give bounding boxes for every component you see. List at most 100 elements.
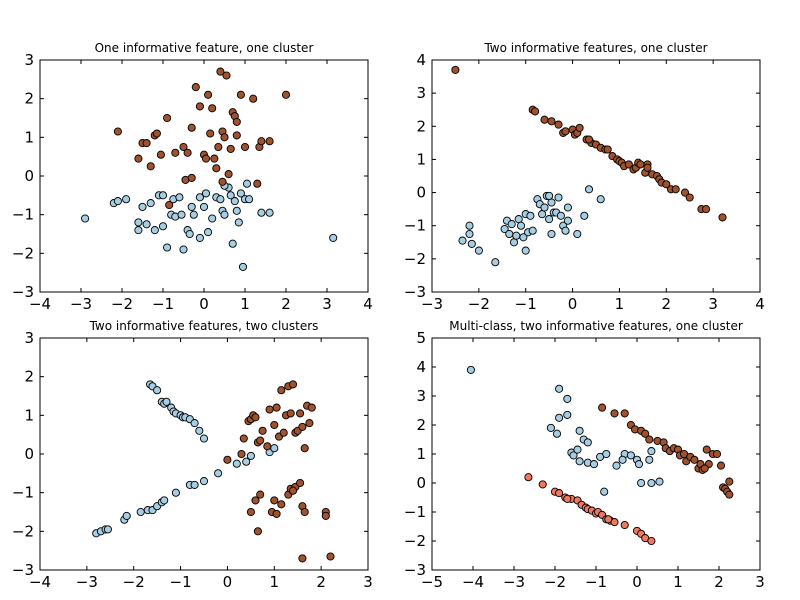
data-point [685, 193, 694, 202]
data-point [514, 215, 523, 224]
data-point [165, 200, 174, 210]
x-tick-label: −1 [170, 573, 192, 591]
data-point [191, 83, 200, 92]
data-point [201, 154, 211, 163]
y-tick-label: −1 [404, 503, 426, 521]
data-point [545, 191, 554, 200]
data-point [220, 210, 229, 219]
data-point [223, 455, 232, 464]
data-point [702, 205, 711, 214]
data-point [700, 464, 709, 473]
data-point [246, 507, 255, 517]
y-tick-label: 0 [416, 474, 426, 492]
data-point [226, 144, 235, 153]
data-point [554, 193, 563, 202]
y-tick-label: 1 [24, 128, 34, 146]
x-tick-label: 1 [240, 295, 250, 313]
data-point [220, 133, 229, 142]
data-point [142, 220, 151, 229]
x-tick-label: −5 [421, 573, 443, 591]
data-point [466, 365, 475, 374]
data-point [208, 104, 217, 113]
subplot-title: Two informative features, two clusters [89, 319, 319, 333]
data-point [690, 455, 699, 464]
data-point [179, 142, 188, 152]
data-point [662, 180, 671, 189]
data-point [281, 90, 291, 99]
x-tick-label: −3 [503, 573, 525, 591]
y-tick-label: −1 [12, 484, 34, 502]
data-point [512, 231, 521, 240]
data-point [142, 139, 151, 148]
data-point [575, 123, 584, 132]
data-point [554, 120, 563, 129]
data-point [256, 436, 265, 445]
data-point [458, 236, 467, 245]
data-point [175, 193, 184, 202]
data-point [272, 403, 281, 412]
y-tick-label: 2 [416, 416, 426, 434]
data-point [208, 214, 217, 223]
x-tick-label: −2 [123, 573, 145, 591]
y-tick-label: −3 [404, 561, 426, 579]
data-point [626, 451, 635, 460]
data-point [647, 478, 656, 488]
data-point [187, 202, 196, 211]
data-point [538, 210, 547, 219]
data-point [251, 496, 260, 505]
y-tick-label: 3 [416, 84, 426, 102]
data-point [113, 127, 122, 136]
data-point [603, 145, 612, 154]
data-point [610, 409, 619, 418]
data-point [569, 451, 578, 460]
data-point [573, 445, 582, 454]
data-point [206, 129, 215, 138]
x-tick-label: 3 [322, 295, 332, 313]
data-point [265, 137, 274, 146]
data-point [245, 195, 254, 204]
y-tick-label: 0 [24, 167, 34, 185]
data-point [163, 243, 172, 252]
data-point [216, 67, 225, 76]
data-point [580, 211, 589, 220]
data-point [680, 188, 690, 197]
y-tick-label: 4 [416, 51, 426, 69]
data-point [547, 117, 556, 126]
data-point [552, 429, 562, 438]
y-tick-label: −3 [12, 283, 34, 301]
x-tick-label: −2 [544, 573, 566, 591]
data-point [270, 420, 279, 430]
data-point [199, 434, 209, 443]
x-tick-label: −4 [462, 573, 484, 591]
data-point [237, 449, 246, 459]
data-point [505, 229, 514, 239]
data-point [298, 554, 307, 563]
data-point [575, 426, 584, 435]
data-point [263, 442, 272, 451]
data-point [641, 429, 650, 438]
y-tick-label: −2 [404, 532, 426, 550]
x-tick-label: 2 [316, 573, 326, 591]
data-point [556, 211, 565, 220]
data-point [596, 195, 605, 204]
data-point [555, 413, 564, 422]
x-tick-label: 3 [708, 295, 718, 313]
data-point [270, 496, 279, 505]
data-point [195, 233, 204, 242]
subplot-two-informative-one-cluster: Two informative features, one cluster −3… [404, 41, 765, 313]
data-point [253, 527, 262, 536]
data-point [563, 494, 572, 503]
data-point [136, 507, 145, 517]
data-point [277, 500, 286, 509]
y-tick-label: −1 [404, 217, 426, 235]
y-tick-label: 0 [24, 445, 34, 463]
data-point [563, 410, 572, 419]
data-point [465, 221, 474, 230]
data-point [305, 419, 314, 428]
data-point [242, 457, 251, 466]
data-point [507, 220, 516, 229]
subplot-title: Multi-class, two informative features, o… [449, 319, 743, 333]
series-class-1 [113, 67, 291, 210]
data-point [113, 197, 122, 206]
data-point [134, 226, 143, 235]
